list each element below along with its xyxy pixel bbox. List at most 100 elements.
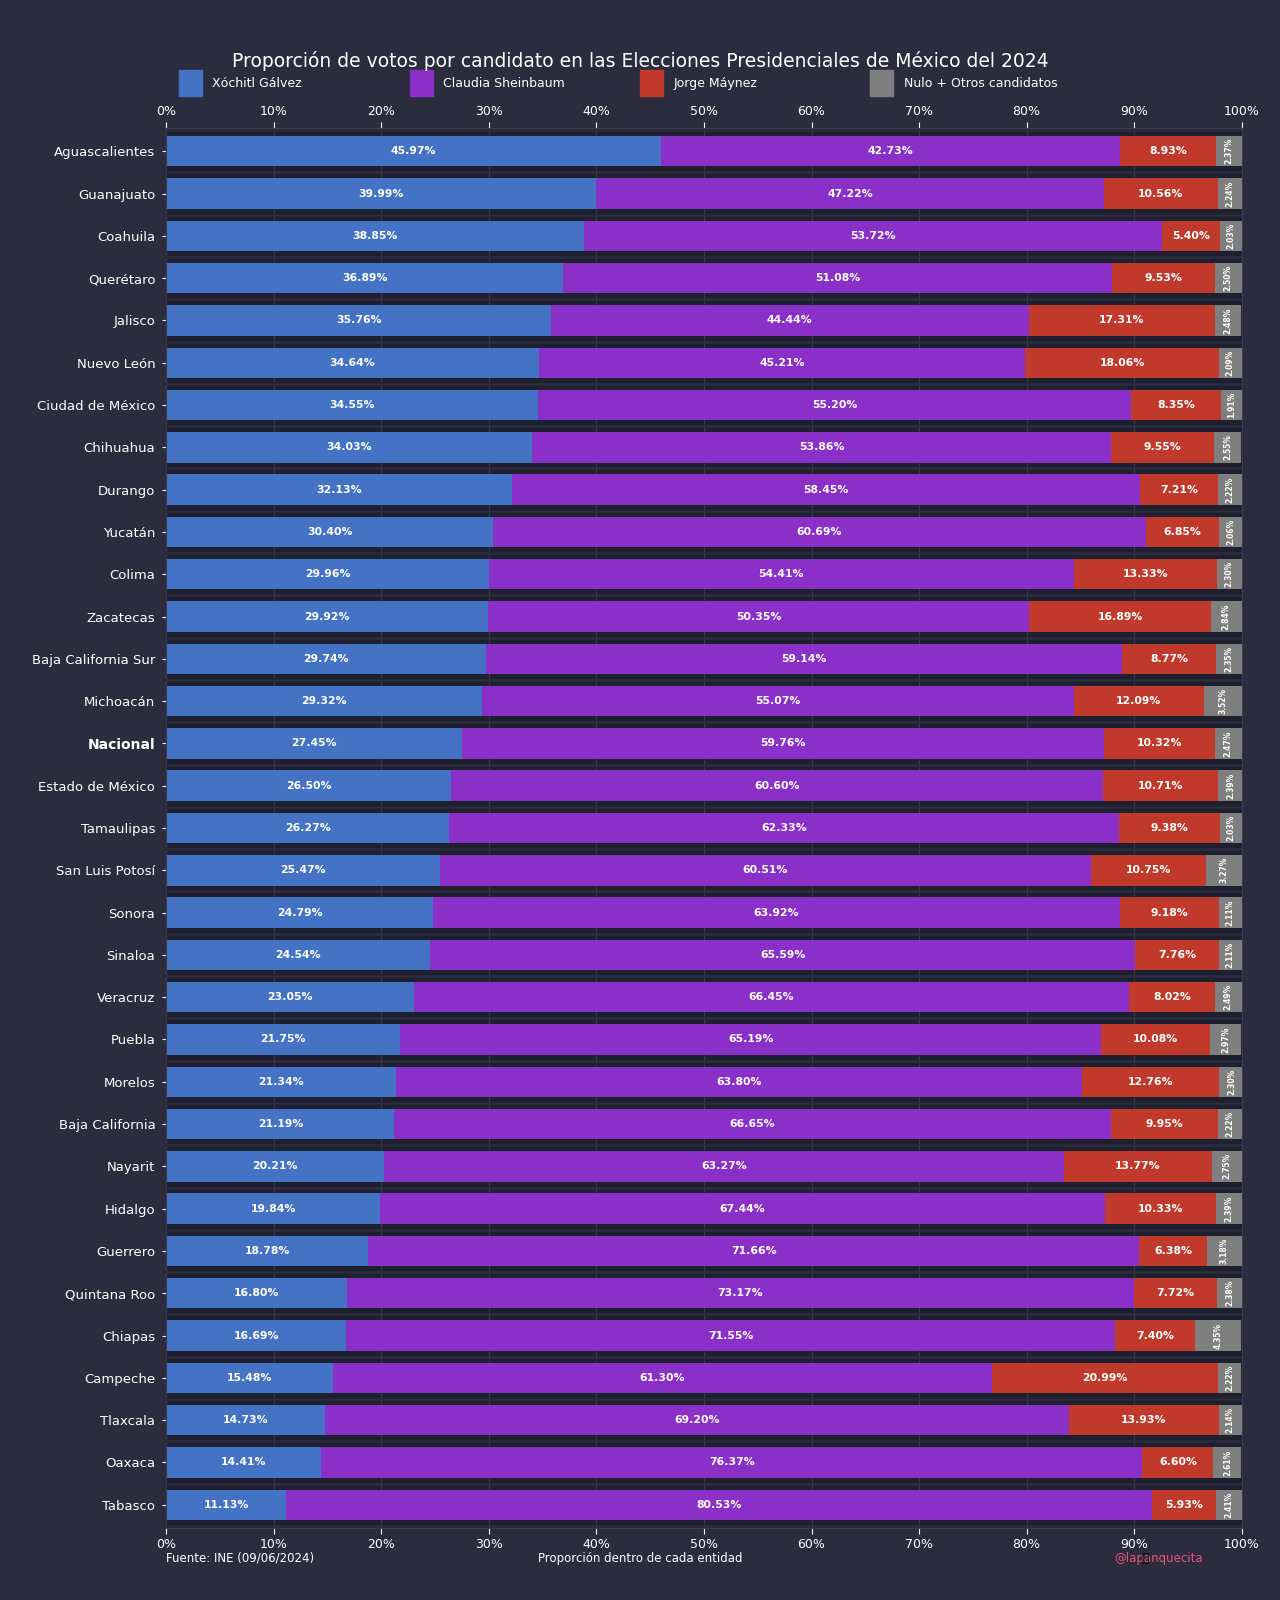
Bar xyxy=(1194,1320,1242,1350)
Bar xyxy=(1162,221,1220,251)
Bar xyxy=(1207,1235,1242,1266)
Text: 76.37%: 76.37% xyxy=(709,1458,755,1467)
Bar xyxy=(1210,1024,1242,1054)
Bar xyxy=(1216,643,1242,674)
Bar xyxy=(1111,432,1213,462)
Bar xyxy=(1069,1405,1219,1435)
Bar xyxy=(384,1150,1064,1181)
Text: 2.75%: 2.75% xyxy=(1222,1154,1231,1179)
Text: 2.30%: 2.30% xyxy=(1228,1069,1236,1094)
Text: 53.86%: 53.86% xyxy=(799,442,845,453)
Text: 2.06%: 2.06% xyxy=(1226,518,1235,546)
Text: 17.31%: 17.31% xyxy=(1100,315,1144,325)
Text: 10.75%: 10.75% xyxy=(1126,866,1171,875)
Text: 50.35%: 50.35% xyxy=(736,611,782,621)
Text: 14.73%: 14.73% xyxy=(223,1414,269,1426)
Bar xyxy=(1217,1363,1242,1394)
Bar xyxy=(1217,558,1242,589)
Text: 18.06%: 18.06% xyxy=(1100,358,1144,368)
Text: 65.19%: 65.19% xyxy=(728,1035,773,1045)
Text: 61.30%: 61.30% xyxy=(640,1373,685,1382)
Bar xyxy=(486,643,1123,674)
Bar xyxy=(1217,1278,1243,1309)
Text: 35.76%: 35.76% xyxy=(335,315,381,325)
Text: 2.47%: 2.47% xyxy=(1224,730,1233,757)
Bar xyxy=(166,262,563,293)
Bar xyxy=(166,390,538,421)
Text: 26.27%: 26.27% xyxy=(284,822,330,834)
Text: Nulo + Otros candidatos: Nulo + Otros candidatos xyxy=(904,77,1057,90)
Text: 2.84%: 2.84% xyxy=(1222,603,1231,630)
Text: 16.89%: 16.89% xyxy=(1097,611,1143,621)
Bar xyxy=(346,1320,1115,1350)
Text: 3.52%: 3.52% xyxy=(1219,688,1228,714)
Bar xyxy=(166,306,550,336)
Text: 51.08%: 51.08% xyxy=(815,274,860,283)
Bar xyxy=(166,475,512,506)
Bar xyxy=(166,1448,321,1478)
Bar xyxy=(1217,475,1242,506)
Text: 23.05%: 23.05% xyxy=(268,992,314,1002)
Text: 45.97%: 45.97% xyxy=(390,146,436,157)
Text: 36.89%: 36.89% xyxy=(342,274,388,283)
Bar xyxy=(166,178,596,208)
Text: 10.56%: 10.56% xyxy=(1138,189,1184,198)
Text: 32.13%: 32.13% xyxy=(316,485,362,494)
Text: 58.45%: 58.45% xyxy=(804,485,849,494)
Text: 19.84%: 19.84% xyxy=(251,1203,296,1214)
Bar xyxy=(325,1405,1069,1435)
Bar xyxy=(166,1194,380,1224)
Bar xyxy=(396,1067,1082,1098)
Text: @lapanquecita: @lapanquecita xyxy=(1115,1552,1203,1565)
Text: 7.76%: 7.76% xyxy=(1158,950,1197,960)
Text: 42.73%: 42.73% xyxy=(868,146,913,157)
Text: 8.35%: 8.35% xyxy=(1157,400,1196,410)
Bar xyxy=(481,686,1074,717)
Bar xyxy=(1207,854,1242,885)
Text: 7.21%: 7.21% xyxy=(1160,485,1198,494)
Text: 44.44%: 44.44% xyxy=(767,315,813,325)
Bar xyxy=(166,854,440,885)
Bar xyxy=(166,1405,325,1435)
Bar xyxy=(1215,262,1242,293)
Text: 66.45%: 66.45% xyxy=(749,992,795,1002)
Text: 16.80%: 16.80% xyxy=(234,1288,279,1298)
Text: 6.38%: 6.38% xyxy=(1155,1246,1192,1256)
Text: 66.65%: 66.65% xyxy=(730,1118,776,1130)
Text: 2.11%: 2.11% xyxy=(1226,899,1235,926)
Bar xyxy=(166,643,486,674)
Text: 5.93%: 5.93% xyxy=(1165,1499,1203,1510)
Bar xyxy=(660,136,1120,166)
Text: 13.93%: 13.93% xyxy=(1121,1414,1166,1426)
Bar xyxy=(1135,939,1219,970)
Text: 62.33%: 62.33% xyxy=(762,822,806,834)
Bar xyxy=(1074,686,1203,717)
Text: 63.92%: 63.92% xyxy=(754,907,800,917)
Text: 2.24%: 2.24% xyxy=(1225,181,1234,206)
Text: 2.50%: 2.50% xyxy=(1224,266,1233,291)
Text: 39.99%: 39.99% xyxy=(358,189,404,198)
Bar xyxy=(1112,262,1215,293)
Bar xyxy=(166,347,539,378)
Text: 60.69%: 60.69% xyxy=(796,526,842,538)
Bar xyxy=(1129,982,1215,1013)
Text: 25.47%: 25.47% xyxy=(280,866,326,875)
Bar xyxy=(1140,475,1217,506)
Bar xyxy=(1115,1320,1194,1350)
Bar xyxy=(1213,432,1242,462)
Bar xyxy=(394,1109,1111,1139)
Bar xyxy=(488,602,1029,632)
Bar xyxy=(1212,1150,1242,1181)
Bar xyxy=(1220,221,1242,251)
Text: Jorge Máynez: Jorge Máynez xyxy=(673,77,758,90)
Text: 15.48%: 15.48% xyxy=(227,1373,273,1382)
Bar xyxy=(1219,898,1242,928)
Bar xyxy=(166,1235,369,1266)
Bar xyxy=(1146,517,1220,547)
Bar xyxy=(166,1024,401,1054)
Bar xyxy=(449,813,1119,843)
Text: 30.40%: 30.40% xyxy=(307,526,352,538)
Text: 71.55%: 71.55% xyxy=(708,1331,753,1341)
Bar xyxy=(1029,306,1215,336)
Text: 5.40%: 5.40% xyxy=(1171,230,1210,242)
